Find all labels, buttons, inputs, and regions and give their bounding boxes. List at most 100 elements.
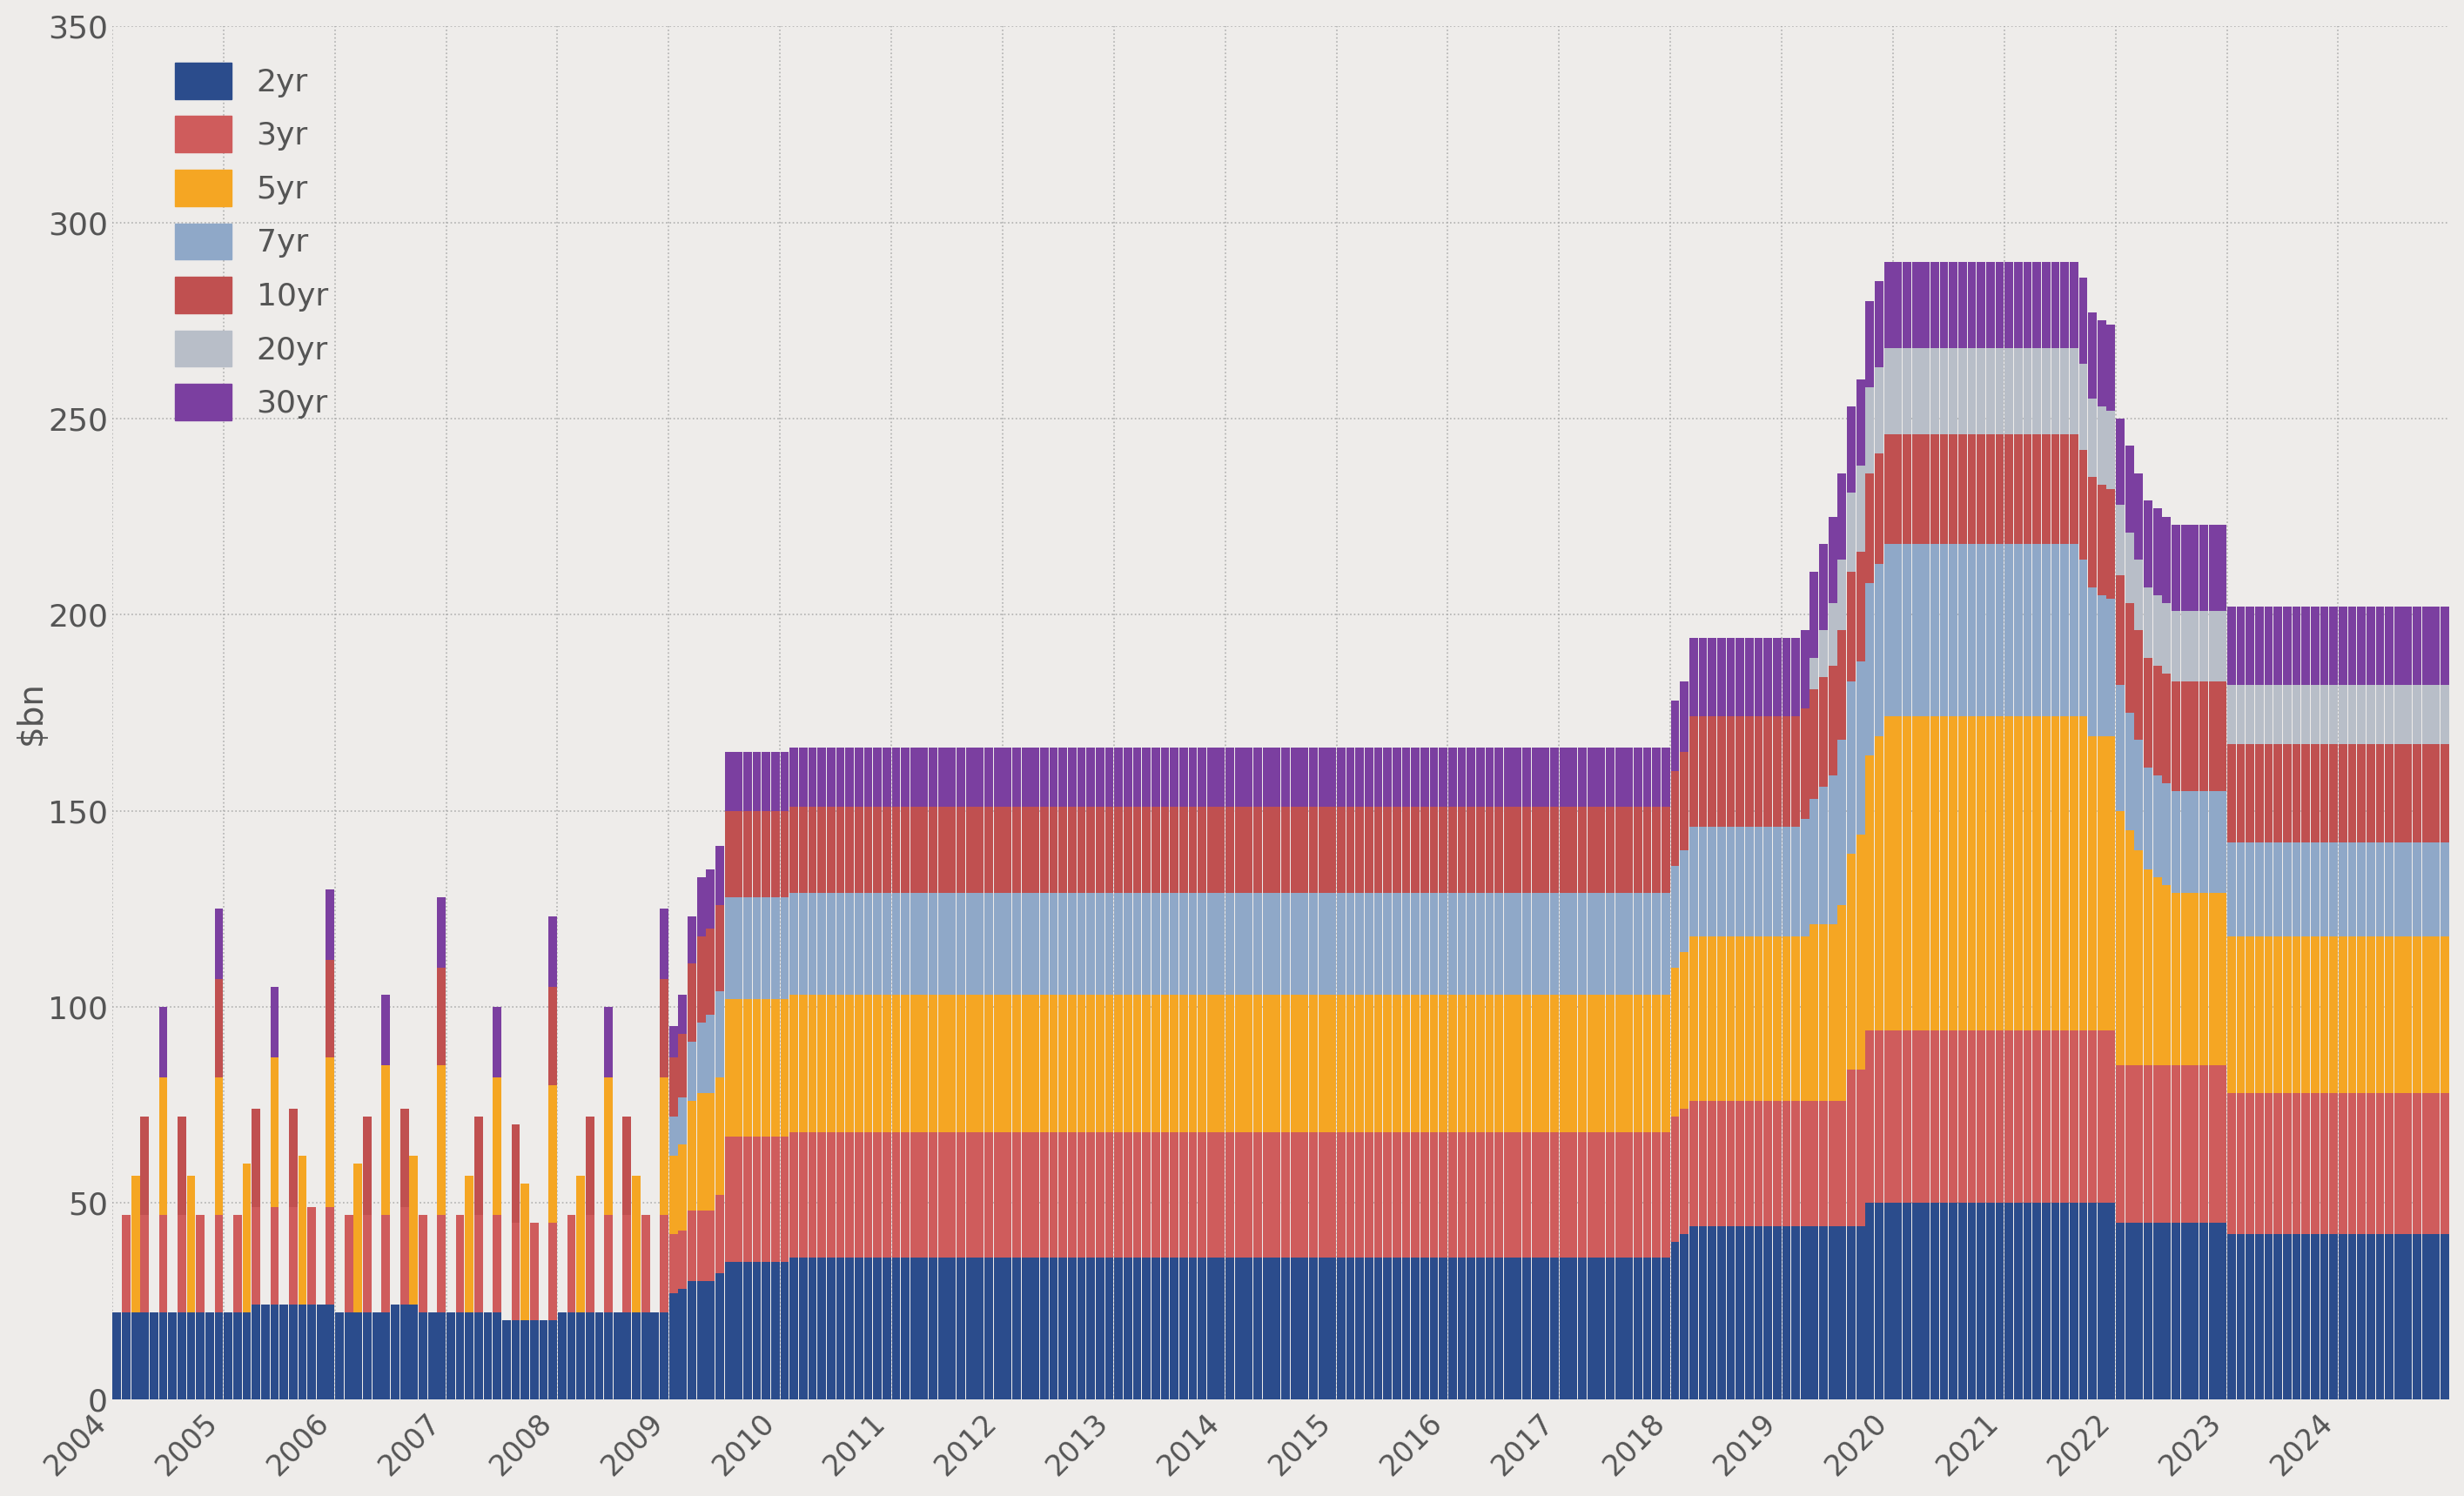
Bar <box>1745 1101 1754 1227</box>
Bar <box>140 1312 148 1399</box>
Bar <box>2144 1222 2154 1399</box>
Bar <box>855 1132 862 1258</box>
Bar <box>567 1215 577 1312</box>
Bar <box>2255 744 2264 842</box>
Bar <box>1885 545 1892 717</box>
Bar <box>1429 1132 1439 1258</box>
Bar <box>993 1258 1003 1399</box>
Bar <box>382 1065 389 1215</box>
Bar <box>160 1077 168 1215</box>
Bar <box>1727 1227 1735 1399</box>
Bar <box>1949 262 1956 349</box>
Bar <box>1114 1258 1124 1399</box>
Bar <box>1067 893 1077 995</box>
Bar <box>2432 842 2439 936</box>
Bar <box>131 1176 140 1312</box>
Bar <box>1198 1132 1207 1258</box>
Bar <box>1671 772 1680 866</box>
Bar <box>2311 1094 2319 1234</box>
Bar <box>1143 995 1151 1132</box>
Bar <box>298 1156 306 1305</box>
Bar <box>1050 1132 1057 1258</box>
Bar <box>993 748 1003 806</box>
Bar <box>1503 995 1513 1132</box>
Bar <box>1523 1132 1530 1258</box>
Bar <box>919 1132 929 1258</box>
Bar <box>2060 1031 2070 1203</box>
Bar <box>872 995 882 1132</box>
Bar <box>2328 685 2338 744</box>
Bar <box>493 1007 500 1077</box>
Bar <box>409 1156 419 1305</box>
Bar <box>734 1135 742 1261</box>
Bar <box>2171 610 2181 681</box>
Bar <box>1781 1227 1791 1399</box>
Bar <box>1818 787 1828 925</box>
Bar <box>1412 995 1419 1132</box>
Bar <box>929 1132 936 1258</box>
Bar <box>660 980 668 1077</box>
Bar <box>2181 1065 2190 1222</box>
Bar <box>2117 419 2124 504</box>
Bar <box>956 1258 966 1399</box>
Bar <box>1976 1031 1986 1203</box>
Bar <box>1143 748 1151 806</box>
Bar <box>2274 1094 2282 1234</box>
Bar <box>436 898 446 968</box>
Bar <box>1922 262 1929 349</box>
Bar <box>781 811 788 898</box>
Bar <box>1419 893 1429 995</box>
Bar <box>1234 1132 1244 1258</box>
Bar <box>2171 893 2181 1065</box>
Bar <box>1392 1132 1402 1258</box>
Bar <box>325 960 335 1058</box>
Bar <box>2375 936 2385 1094</box>
Bar <box>2006 717 2013 1031</box>
Bar <box>808 893 816 995</box>
Bar <box>2292 685 2301 744</box>
Bar <box>1188 806 1198 893</box>
Bar <box>1801 818 1809 936</box>
Bar <box>1225 748 1234 806</box>
Bar <box>2043 1203 2050 1399</box>
Bar <box>2245 1094 2255 1234</box>
Bar <box>1143 806 1151 893</box>
Bar <box>1060 995 1067 1132</box>
Bar <box>1772 1101 1781 1227</box>
Bar <box>2181 893 2190 1065</box>
Bar <box>1690 936 1698 1101</box>
Bar <box>1801 1101 1809 1227</box>
Bar <box>1217 1258 1225 1399</box>
Bar <box>604 1312 614 1399</box>
Bar <box>2208 893 2218 1065</box>
Bar <box>1402 748 1409 806</box>
Bar <box>1291 1132 1299 1258</box>
Bar <box>1892 434 1902 545</box>
Bar <box>2365 1094 2375 1234</box>
Bar <box>1912 262 1919 349</box>
Bar <box>1217 893 1225 995</box>
Bar <box>2200 610 2208 681</box>
Bar <box>1254 1258 1262 1399</box>
Bar <box>2301 1234 2311 1399</box>
Bar <box>1892 717 1902 1031</box>
Bar <box>382 1215 389 1312</box>
Bar <box>2043 262 2050 349</box>
Bar <box>530 1222 540 1321</box>
Bar <box>1151 1132 1161 1258</box>
Bar <box>2292 744 2301 842</box>
Bar <box>1727 1101 1735 1227</box>
Bar <box>1338 1132 1345 1258</box>
Bar <box>752 811 761 898</box>
Bar <box>956 995 966 1132</box>
Bar <box>399 1109 409 1207</box>
Bar <box>1281 748 1289 806</box>
Bar <box>1355 806 1365 893</box>
Bar <box>687 1281 697 1399</box>
Bar <box>2385 936 2393 1094</box>
Bar <box>2070 1031 2077 1203</box>
Bar <box>1912 1031 1919 1203</box>
Bar <box>1466 806 1476 893</box>
Bar <box>586 1312 594 1399</box>
Bar <box>1023 1258 1030 1399</box>
